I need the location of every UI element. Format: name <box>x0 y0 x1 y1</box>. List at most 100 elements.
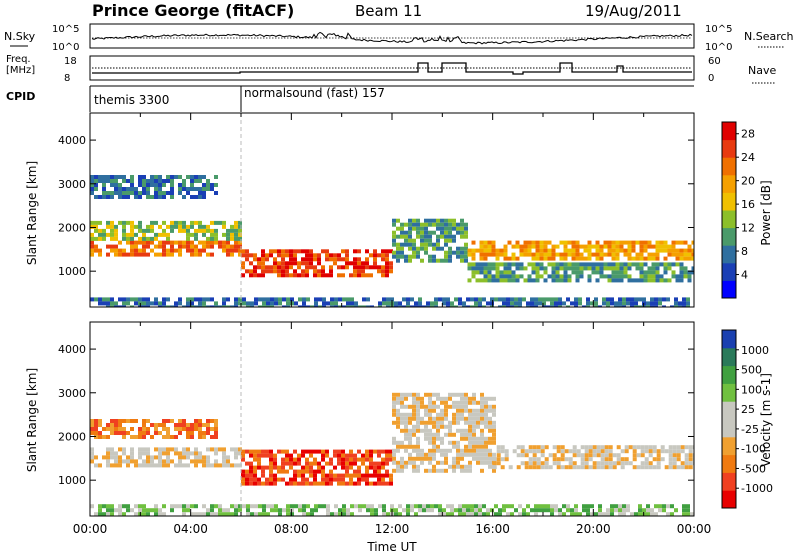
echo-cell <box>630 512 634 516</box>
echo-cell <box>222 512 226 516</box>
echo-cell <box>218 512 222 516</box>
echo-cell <box>648 445 653 450</box>
echo-cell <box>341 453 345 458</box>
echo-cell <box>444 460 448 465</box>
echo-cell <box>683 266 688 271</box>
echo-cell <box>456 456 460 461</box>
echo-cell <box>528 445 533 450</box>
echo-cell <box>448 396 452 401</box>
echo-cell <box>543 240 548 245</box>
echo-cell <box>579 274 584 279</box>
echo-cell <box>456 254 460 259</box>
echo-cell <box>321 473 325 478</box>
echo-cell <box>277 273 281 278</box>
echo-cell <box>404 424 408 429</box>
echo-cell <box>174 220 178 225</box>
echo-cell <box>420 238 424 243</box>
echo-cell <box>522 508 526 513</box>
echo-cell <box>519 252 524 257</box>
echo-cell <box>369 481 373 486</box>
echo-cell <box>634 512 638 516</box>
nsearch-tick-low: 10^0 <box>705 42 732 53</box>
echo-cell <box>130 187 134 191</box>
echo-cell <box>416 412 420 417</box>
echo-cell <box>464 452 468 457</box>
echo-cell <box>487 270 492 275</box>
echo-cell <box>638 305 642 307</box>
echo-cell <box>174 463 178 468</box>
echo-cell <box>679 278 684 283</box>
echo-cell <box>166 451 170 456</box>
echo-cell <box>146 427 150 431</box>
echo-cell <box>532 449 537 454</box>
echo-cell <box>321 449 325 454</box>
echo-cell <box>547 252 552 257</box>
echo-cell <box>262 305 266 307</box>
echo-cell <box>627 256 632 261</box>
echo-cell <box>460 250 464 255</box>
echo-cell <box>392 456 396 461</box>
echo-cell <box>134 187 138 191</box>
echo-cell <box>198 175 202 179</box>
echo-cell <box>412 428 416 433</box>
echo-cell <box>615 274 620 279</box>
echo-cell <box>158 179 162 183</box>
echo-cell <box>333 261 337 266</box>
echo-cell <box>186 175 190 179</box>
echo-cell <box>615 278 620 283</box>
echo-cell <box>592 465 597 470</box>
echo-cell <box>342 305 346 307</box>
echo-cell <box>162 427 166 431</box>
echo-cell <box>245 269 249 274</box>
echo-cell <box>524 465 529 470</box>
echo-cell <box>118 459 122 464</box>
echo-cell <box>210 504 214 509</box>
echo-cell <box>130 455 134 460</box>
echo-cell <box>349 461 353 466</box>
echo-cell <box>424 218 428 223</box>
echo-cell <box>462 504 466 509</box>
echo-cell <box>442 512 446 516</box>
echo-cell <box>679 256 684 261</box>
echo-cell <box>631 262 636 267</box>
echo-cell <box>531 270 536 275</box>
echo-cell <box>98 179 102 183</box>
echo-cell <box>622 508 626 513</box>
echo-cell <box>146 191 150 195</box>
echo-cell <box>134 191 138 195</box>
echo-cell <box>354 504 358 509</box>
echo-cell <box>424 452 428 457</box>
echo-cell <box>158 459 162 464</box>
echo-cell <box>607 278 612 283</box>
echo-cell <box>488 420 492 425</box>
echo-cell <box>684 453 689 458</box>
echo-cell <box>170 459 174 464</box>
echo-cell <box>528 465 533 470</box>
echo-cell <box>253 273 257 278</box>
echo-cell <box>408 218 412 223</box>
echo-cell <box>174 248 178 253</box>
echo-cell <box>659 278 664 283</box>
echo-cell <box>587 262 592 267</box>
echo-cell <box>396 412 400 417</box>
colorbar-tick-label: 16 <box>741 198 755 211</box>
echo-cell <box>110 305 114 307</box>
xtick-label: 16:00 <box>475 522 510 536</box>
echo-cell <box>392 250 396 255</box>
echo-cell <box>285 261 289 266</box>
echo-cell <box>428 436 432 441</box>
echo-cell <box>261 265 265 270</box>
xtick-label: 00:00 <box>677 522 712 536</box>
echo-cell <box>480 460 484 465</box>
echo-cell <box>446 301 450 306</box>
echo-cell <box>305 265 309 270</box>
echo-cell <box>246 508 250 513</box>
echo-cell <box>306 504 310 509</box>
echo-cell <box>503 278 508 283</box>
echo-cell <box>408 444 412 449</box>
echo-cell <box>600 465 605 470</box>
echo-cell <box>452 412 456 417</box>
echo-cell <box>580 453 585 458</box>
echo-cell <box>682 504 686 509</box>
echo-cell <box>404 464 408 469</box>
